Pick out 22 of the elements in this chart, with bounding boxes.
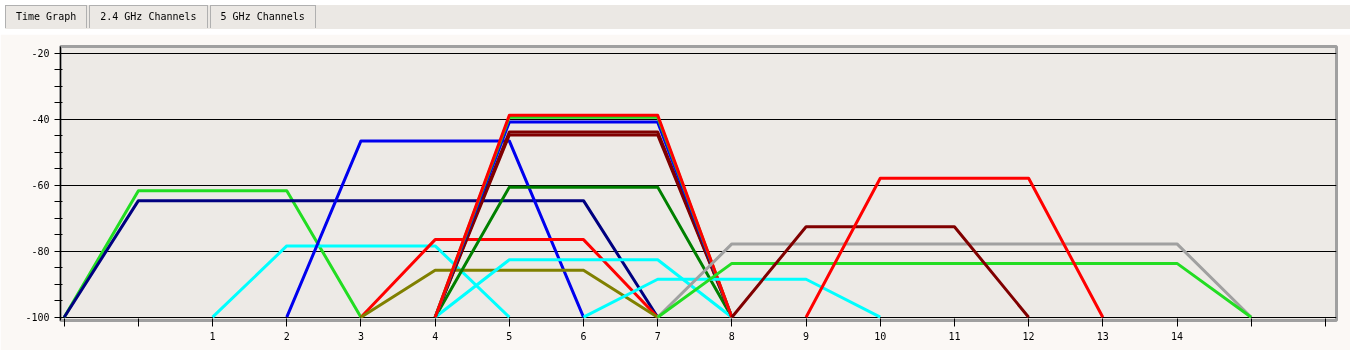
x-tick-label: 6	[580, 330, 587, 342]
x-tick-label: 9	[803, 330, 810, 342]
x-tick-label: 8	[728, 330, 735, 342]
x-tick-label: 11	[948, 330, 961, 342]
y-tick-label: -60	[31, 180, 50, 192]
x-tick-label: 4	[432, 330, 439, 342]
y-tick-label: -20	[31, 48, 50, 60]
y-tick-label: -80	[31, 246, 50, 258]
x-tick-label: 10	[874, 330, 887, 342]
x-tick-label: 12	[1022, 330, 1035, 342]
x-tick-label: 7	[654, 330, 661, 342]
x-tick-label: 1	[209, 330, 216, 342]
text: 2.4 GHz Channels	[89, 5, 208, 29]
x-tick-label: 5	[506, 330, 513, 342]
text: Time Graph	[5, 5, 88, 29]
y-tick-label: -100	[25, 312, 50, 324]
x-tick-label: 3	[357, 330, 364, 342]
x-tick-label: 2	[283, 330, 290, 342]
x-tick-label: 13	[1096, 330, 1109, 342]
y-tick-label: -40	[31, 114, 50, 126]
x-tick-label: 14	[1170, 330, 1184, 342]
text: 5 GHz Channels	[209, 5, 316, 29]
